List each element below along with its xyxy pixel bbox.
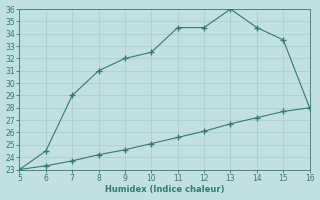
X-axis label: Humidex (Indice chaleur): Humidex (Indice chaleur) [105,185,224,194]
